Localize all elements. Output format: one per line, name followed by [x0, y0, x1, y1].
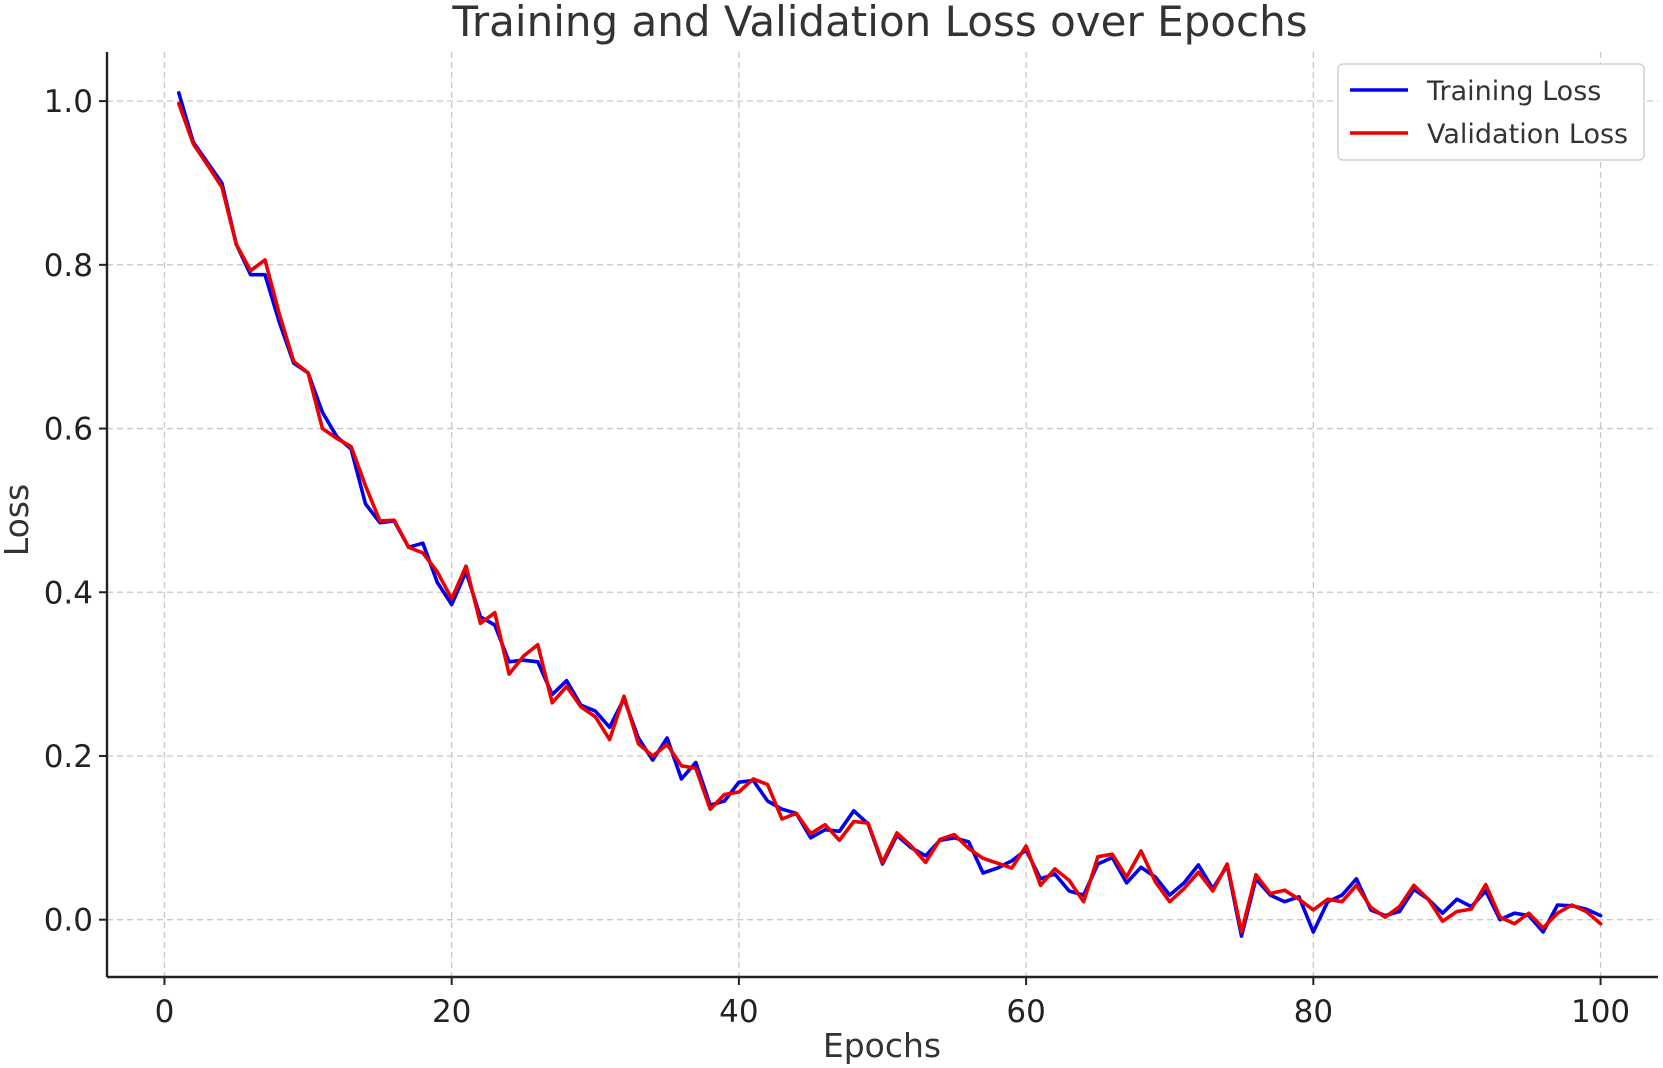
y-tick-label: 0.8	[44, 248, 93, 284]
axes	[99, 52, 1658, 985]
y-axis-label: Loss	[0, 484, 36, 556]
y-tick-label: 1.0	[44, 84, 93, 120]
legend-label-training: Training Loss	[1426, 76, 1601, 107]
tick-labels: 0 20 40 60 80 100 0.0 0.2 0.4 0.6 0.8 1.0	[44, 84, 1630, 1030]
chart-title: Training and Validation Loss over Epochs	[451, 0, 1307, 46]
y-tick-label: 0.2	[44, 739, 93, 775]
x-tick-label: 40	[719, 994, 758, 1030]
legend-label-validation: Validation Loss	[1427, 119, 1628, 150]
legend-box	[1337, 63, 1645, 161]
legend: Training Loss Validation Loss	[1337, 63, 1645, 161]
x-tick-label: 0	[155, 994, 175, 1030]
x-axis-label: Epochs	[823, 1026, 941, 1065]
x-tick-label: 80	[1294, 994, 1333, 1030]
series-lines	[177, 91, 1603, 938]
x-tick-label: 20	[432, 994, 471, 1030]
y-tick-label: 0.0	[44, 903, 93, 939]
x-tick-label: 100	[1571, 994, 1630, 1030]
x-tick-label: 60	[1006, 994, 1045, 1030]
y-tick-label: 0.6	[44, 412, 93, 448]
validation-loss-line	[177, 101, 1603, 934]
y-tick-label: 0.4	[44, 575, 93, 611]
